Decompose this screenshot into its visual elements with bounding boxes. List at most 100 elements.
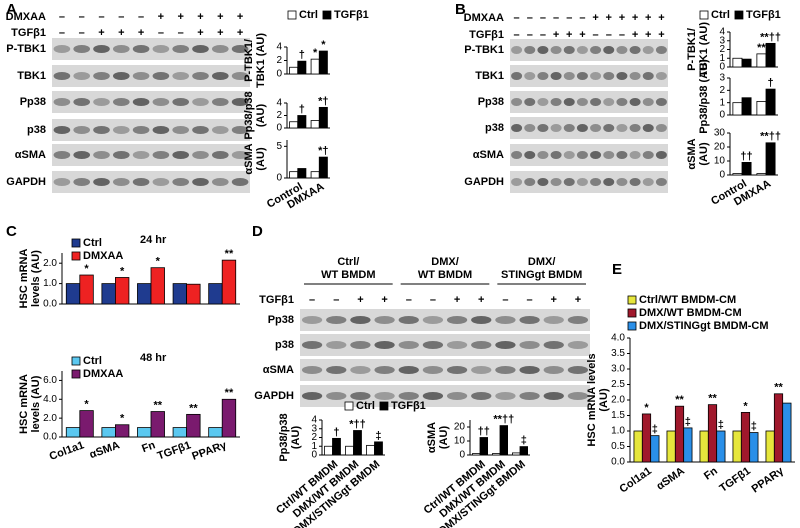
blot-band	[350, 392, 371, 400]
blot-label: TBK1	[17, 70, 46, 82]
bar	[310, 171, 320, 179]
blot-band	[192, 151, 209, 159]
significance: *	[321, 39, 326, 51]
sign: –	[158, 27, 164, 39]
bar	[345, 445, 354, 456]
bar	[732, 102, 743, 116]
blot-band	[543, 392, 564, 400]
sign: –	[406, 294, 412, 306]
blot-band	[511, 151, 523, 159]
blot-band	[519, 392, 540, 400]
blot-band	[576, 46, 588, 54]
bar	[353, 430, 362, 456]
sign: +	[658, 29, 664, 41]
significance: ‡	[685, 416, 691, 428]
bar	[471, 453, 481, 456]
blot-band	[537, 124, 549, 132]
blot-band	[642, 151, 654, 159]
blot-band	[192, 178, 209, 186]
blot-band	[73, 178, 91, 186]
blot-band	[53, 45, 71, 53]
y-axis-label: (AU)	[438, 426, 450, 450]
blot-band	[132, 45, 150, 53]
y-axis-label: levels (AU)	[30, 375, 42, 432]
sign: +	[138, 27, 144, 39]
sign: +	[592, 12, 598, 24]
blot-label: GAPDH	[6, 176, 46, 188]
blot-band	[563, 151, 575, 159]
blot-band	[73, 151, 91, 159]
y-axis-label: Pp38/p38 (AU)	[698, 59, 710, 134]
blot-band	[446, 316, 468, 324]
sign: –	[333, 294, 339, 306]
blot-band	[152, 98, 170, 106]
category-label: TGFβ1	[717, 465, 752, 495]
significance: ‡	[652, 424, 658, 436]
sign: +	[197, 27, 203, 39]
sign: –	[178, 27, 184, 39]
blot-band	[446, 366, 468, 374]
blot-band	[192, 72, 209, 80]
blot-band	[603, 151, 615, 159]
bar	[186, 413, 201, 438]
blot-band	[550, 151, 562, 159]
sign: –	[566, 12, 572, 24]
blot-strip	[52, 38, 250, 60]
blot-band	[642, 178, 654, 186]
bar	[318, 106, 328, 129]
y-tick-label: 5	[276, 141, 282, 152]
y-tick-label: 10	[454, 436, 466, 447]
bar	[765, 142, 776, 176]
blot-band	[616, 46, 628, 54]
bar	[366, 444, 375, 456]
blot-band	[471, 366, 492, 374]
blot-band	[192, 126, 209, 134]
blot-band	[152, 151, 170, 159]
blot-band	[53, 126, 71, 134]
bar	[172, 283, 188, 305]
blot-band	[511, 46, 523, 54]
legend-label: TGFβ1	[391, 400, 426, 412]
sign: +	[658, 12, 664, 24]
significance: †	[767, 77, 773, 89]
bar	[707, 404, 718, 463]
blot-band	[326, 341, 347, 349]
y-axis-label: P-TBK1/	[686, 28, 698, 71]
blot-band	[576, 151, 588, 159]
blot-band	[550, 124, 562, 132]
bar	[512, 452, 521, 456]
y-tick-label: 0	[719, 110, 725, 121]
blot-band	[350, 341, 371, 349]
blot-band	[93, 126, 110, 134]
significance: †	[299, 49, 305, 61]
blot-band	[53, 72, 71, 80]
blot-band	[629, 178, 641, 186]
y-tick-label: 0.0	[611, 457, 625, 468]
blot-band	[422, 341, 444, 349]
blot-band	[550, 46, 562, 54]
bar	[310, 120, 320, 129]
y-tick-label: 4	[276, 98, 282, 109]
blot-band	[655, 46, 667, 54]
blot-band	[211, 45, 229, 53]
bar	[765, 88, 776, 116]
bar	[756, 101, 767, 116]
y-axis-label: (AU)	[255, 147, 267, 171]
y-tick-label: 2	[276, 110, 282, 121]
y-tick-label: 4.0	[43, 394, 57, 405]
bar	[756, 173, 767, 176]
blot-strip	[300, 334, 590, 356]
y-tick-label: 1	[719, 97, 725, 108]
blot-band	[301, 366, 323, 374]
y-tick-label: 2.0	[43, 258, 57, 269]
sign: +	[575, 294, 581, 306]
significance: **††	[760, 131, 781, 143]
category-label: PPARγ	[750, 465, 787, 496]
sign: +	[478, 294, 484, 306]
blot-band	[231, 151, 249, 159]
y-axis-label: αSMA	[243, 143, 255, 174]
sign: –	[118, 11, 124, 23]
bar	[172, 427, 188, 438]
sign: –	[606, 29, 612, 41]
blot-band	[112, 151, 130, 159]
